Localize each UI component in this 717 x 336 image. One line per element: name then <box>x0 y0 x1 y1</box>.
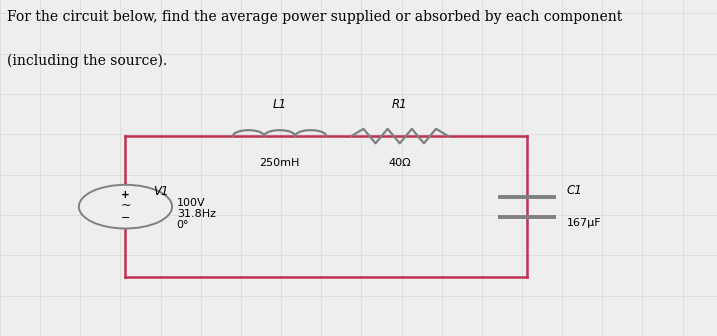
Text: (including the source).: (including the source). <box>7 54 168 68</box>
Text: 40Ω: 40Ω <box>389 158 411 168</box>
Text: 100V: 100V <box>176 198 205 208</box>
Text: V1: V1 <box>153 185 169 198</box>
Text: 167μF: 167μF <box>566 218 601 228</box>
Text: ~: ~ <box>120 199 130 212</box>
Text: +: + <box>121 190 130 200</box>
Text: 0°: 0° <box>176 220 189 230</box>
Circle shape <box>79 185 172 228</box>
Text: L1: L1 <box>272 98 287 111</box>
Text: R1: R1 <box>392 98 407 111</box>
Text: C1: C1 <box>566 184 582 197</box>
Text: −: − <box>120 213 130 223</box>
Text: For the circuit below, find the average power supplied or absorbed by each compo: For the circuit below, find the average … <box>7 10 622 24</box>
Text: 31.8Hz: 31.8Hz <box>176 209 216 219</box>
Text: 250mH: 250mH <box>260 158 300 168</box>
